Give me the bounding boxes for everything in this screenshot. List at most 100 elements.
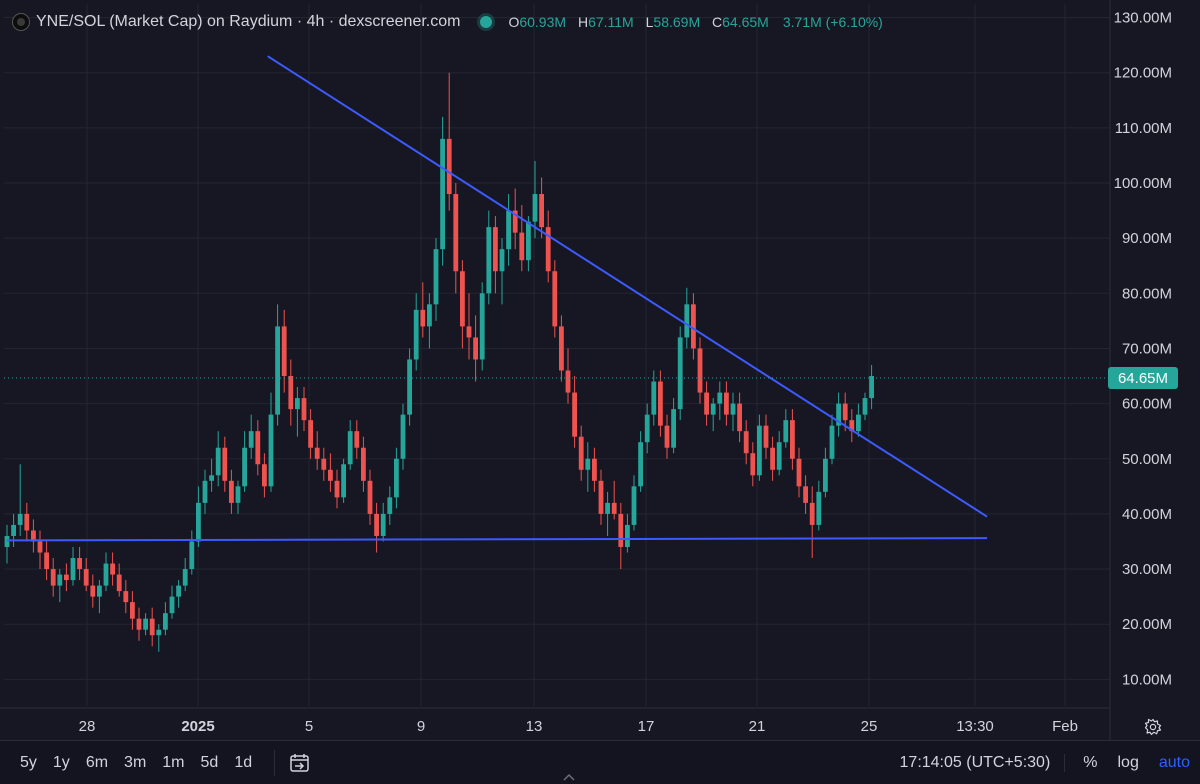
candle-body: [301, 398, 307, 421]
candle-body: [116, 574, 122, 592]
candle-body: [50, 569, 56, 586]
candle-body: [691, 304, 696, 349]
candle-body: [519, 232, 525, 261]
candle-body: [486, 227, 492, 294]
candle-body: [413, 309, 419, 360]
clock-timezone[interactable]: 17:14:05 (UTC+5:30): [900, 753, 1066, 772]
bottom-toolbar: 5y 1y 6m 3m 1m 5d 1d 17:14:05 (UTC+5:30)…: [0, 740, 1200, 784]
candle-body: [394, 458, 399, 498]
candle-body: [770, 447, 775, 470]
candle-body: [97, 585, 102, 597]
y-tick-label: 20.00M: [1122, 616, 1172, 633]
candle-body: [347, 431, 353, 465]
candle-body: [460, 271, 465, 327]
candle-body: [57, 574, 63, 586]
candle-body: [44, 552, 49, 570]
candle-body: [578, 436, 584, 470]
x-tick-label: 2025: [181, 718, 214, 735]
y-tick-label: 10.00M: [1122, 671, 1172, 688]
auto-scale-button[interactable]: auto: [1158, 753, 1190, 771]
candle-body: [321, 458, 327, 470]
y-tick-label: 70.00M: [1122, 340, 1172, 357]
gear-icon: [1144, 718, 1162, 736]
open-label: O: [508, 14, 520, 30]
percent-scale-button[interactable]: %: [1083, 753, 1098, 771]
candle-body: [453, 194, 459, 272]
candle-body: [856, 414, 861, 432]
timeframe-5y-button[interactable]: 5y: [20, 753, 37, 771]
ohlc-readout: O60.93M H67.11M L58.69M C64.65M: [508, 14, 776, 30]
candle-body: [677, 337, 683, 410]
candle-body: [11, 524, 16, 536]
candle-body: [710, 403, 716, 415]
candle-body: [440, 138, 445, 250]
candle-body: [37, 541, 43, 553]
candle-body: [631, 486, 637, 525]
candle-body: [539, 194, 544, 228]
timeframe-3m-button[interactable]: 3m: [124, 753, 147, 771]
candle-body: [776, 442, 782, 470]
candle-body: [829, 425, 835, 459]
candle-body: [757, 425, 762, 476]
candle-body: [816, 491, 822, 525]
candle-body: [506, 210, 511, 250]
chart-title: YNE/SOL (Market Cap) on Raydium · 4h · d…: [36, 13, 461, 30]
candle-body: [618, 513, 624, 547]
candle-body: [493, 227, 498, 272]
candle-body: [123, 591, 129, 603]
candle-body: [743, 431, 749, 454]
timeframe-5d-button[interactable]: 5d: [200, 753, 219, 771]
timeframe-1y-button[interactable]: 1y: [52, 753, 70, 771]
candle-body: [268, 414, 274, 487]
log-scale-button[interactable]: log: [1117, 753, 1139, 771]
y-tick-label: 60.00M: [1122, 396, 1172, 413]
candle-body: [156, 629, 162, 636]
candle-body: [730, 403, 736, 415]
date-range-button[interactable]: [274, 749, 313, 776]
price-chart[interactable]: 130.00M 120.00M 110.00M 100.00M 90.00M 80.00M…: [0, 0, 1200, 740]
candle-body: [334, 480, 340, 498]
candle-body: [163, 613, 168, 630]
panel-resize-handle[interactable]: [563, 770, 575, 784]
open-value: 60.93M: [519, 14, 567, 30]
candle-body: [796, 458, 802, 487]
candle-body: [585, 458, 591, 470]
candle-body: [90, 585, 96, 597]
chart-settings-button[interactable]: [1142, 716, 1164, 738]
candle-body: [308, 420, 313, 448]
price-change: 3.71M (+6.10%): [782, 14, 883, 30]
candle-body: [836, 403, 841, 426]
candle-body: [255, 431, 261, 465]
timeframe-1m-button[interactable]: 1m: [162, 753, 185, 771]
candle-body: [4, 535, 10, 547]
candle-body: [664, 425, 670, 448]
candle-body: [592, 458, 597, 481]
candle-body: [717, 392, 723, 404]
candle-body: [605, 502, 610, 514]
live-status-icon: [480, 16, 493, 28]
candle-body: [143, 618, 148, 630]
candle-body: [479, 293, 485, 360]
candle-body: [262, 464, 267, 487]
candle-body: [77, 558, 82, 570]
candle-body: [697, 348, 703, 393]
candle-body: [215, 447, 221, 476]
candle-body: [235, 486, 241, 503]
candle-body: [196, 502, 201, 542]
candle-body: [130, 602, 135, 619]
candle-body: [783, 420, 789, 443]
candle-body: [611, 502, 617, 514]
candle-body: [341, 464, 346, 498]
candle-body: [526, 221, 531, 261]
candle-body: [849, 420, 855, 432]
x-tick-label: Feb: [1052, 718, 1078, 735]
timeframe-6m-button[interactable]: 6m: [85, 753, 109, 771]
candle-body: [275, 326, 280, 415]
token-logo-icon: [12, 13, 30, 31]
candle-body: [288, 376, 294, 410]
candle-body: [361, 447, 366, 481]
candle-body: [202, 480, 208, 503]
timeframe-1d-button[interactable]: 1d: [234, 753, 253, 771]
candle-body: [169, 596, 175, 614]
last-price-badge: [1108, 366, 1178, 389]
